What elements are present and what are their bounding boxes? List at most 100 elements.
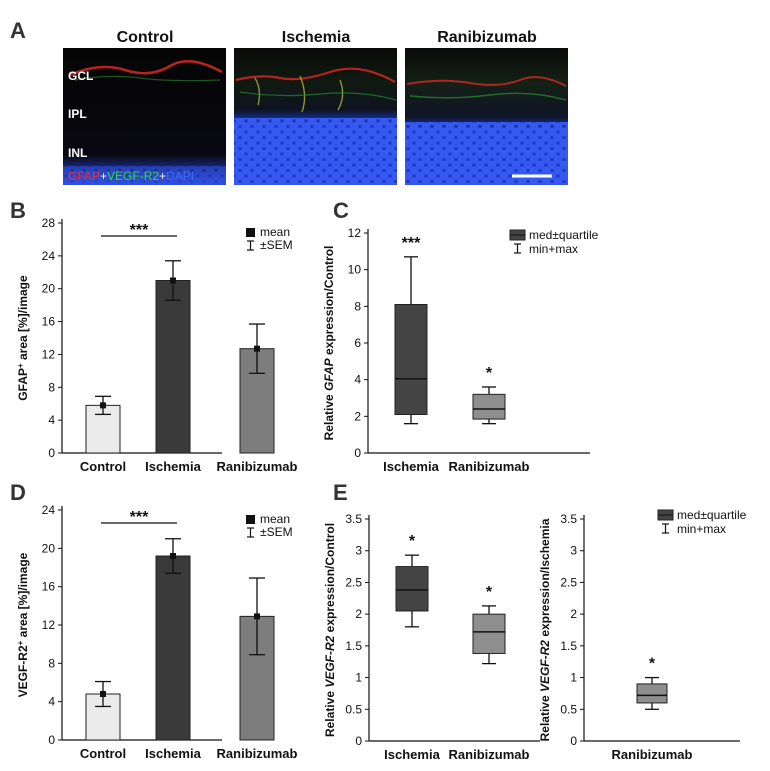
- chart-d-mean-point: [100, 691, 106, 697]
- stain-legend-part: GFAP: [68, 169, 100, 183]
- chart-b-y-tick-label: 8: [48, 380, 55, 394]
- stain-legend-part: DAPI: [166, 169, 194, 183]
- chart-c-y-axis-label: Relative GFAP expression/Control: [322, 246, 336, 441]
- chart-d-significance-label: ***: [130, 509, 149, 526]
- y-axis-label-part: expression/Control: [322, 246, 336, 359]
- chart-e1-y-tick-label: 0.5: [345, 702, 362, 716]
- chart-d-y-tick-label: 4: [48, 695, 55, 709]
- panel-label-c: C: [333, 198, 349, 223]
- stain-legend: GFAP+VEGF-R2+DAPI: [68, 169, 194, 183]
- y-axis-label-part: VEGF-R2: [538, 640, 552, 692]
- chart-b-y-tick-label: 16: [42, 315, 56, 329]
- chart-e1-y-tick-label: 3.5: [345, 512, 362, 526]
- chart-b-legend-sem: ±SEM: [260, 238, 293, 252]
- chart-e2-y-tick-label: 3.5: [560, 512, 577, 526]
- chart-b-significance-label: ***: [130, 222, 149, 239]
- chart-e2-y-tick-label: 2.5: [560, 575, 577, 589]
- chart-d-y-tick-label: 24: [42, 503, 56, 517]
- stain-legend-part: +: [159, 169, 166, 183]
- chart-b-y-tick-label: 20: [42, 282, 56, 296]
- chart-b-y-tick-label: 24: [42, 249, 56, 263]
- chart-d-y-tick-label: 20: [42, 541, 56, 555]
- panel-label-d: D: [10, 480, 26, 505]
- chart-d-y-tick-label: 16: [42, 580, 56, 594]
- chart-e1-y-axis-label: Relative VEGF-R2 expression/Control: [323, 523, 337, 737]
- chart-e1-significance-label: *: [486, 584, 493, 601]
- image-title-control: Control: [117, 29, 174, 46]
- chart-c-gfap-expression: 0 2 4 6 8 10 12 Ischemia Ranibizumab Relative GFA…: [322, 226, 599, 474]
- chart-e1-y-tick-label: 1.5: [345, 639, 362, 653]
- chart-c-significance-label: ***: [402, 235, 421, 252]
- image-title-ranibizumab: Ranibizumab: [437, 29, 537, 46]
- y-axis-label-part: VEGF-R2: [323, 635, 337, 687]
- chart-e2-y-tick-label: 1.5: [560, 639, 577, 653]
- chart-b-y-tick-label: 12: [42, 347, 56, 361]
- micrograph-panel: Control Ischemia Ranibizumab GCL IPL: [63, 29, 568, 185]
- chart-e2-significance-label: *: [649, 656, 656, 673]
- chart-b-gfap-area: 0 4 8 12 16 20 24 28 Control Ischemia Ranibizumab G…: [16, 216, 298, 474]
- chart-b-y-tick-label: 4: [48, 413, 55, 427]
- chart-e2-y-tick-label: 0: [570, 734, 577, 748]
- y-axis-label-part: area [%]/image: [16, 275, 30, 363]
- chart-e1-significance-label: *: [409, 533, 416, 550]
- chart-e2-y-tick-label: 3: [570, 544, 577, 558]
- panel-label-e: E: [333, 480, 348, 505]
- panel-label-a: A: [10, 18, 26, 43]
- y-axis-label-part: Relative: [538, 692, 552, 741]
- chart-e2-y-axis-label: Relative VEGF-R2 expression/Ischemia: [538, 518, 552, 741]
- y-axis-label-part: expression/Control: [323, 523, 337, 636]
- chart-d-x-tick-label: Ischemia: [145, 746, 201, 761]
- chart-e2-box-ranibizumab: [636, 683, 668, 704]
- chart-d-x-tick-label: Control: [80, 746, 126, 761]
- chart-c-x-tick-label: Ranibizumab: [449, 459, 530, 474]
- chart-d-bar-ischemia: [155, 555, 191, 741]
- chart-e2-y-tick-label: 0.5: [560, 702, 577, 716]
- y-axis-label-part: Relative: [322, 391, 336, 440]
- layer-label-ipl: IPL: [68, 107, 87, 121]
- chart-b-mean-point: [100, 402, 106, 409]
- chart-c-legend-minmax: min+max: [529, 242, 578, 256]
- chart-d-x-tick-label: Ranibizumab: [217, 746, 298, 761]
- chart-d-mean-point: [170, 553, 176, 559]
- layer-label-gcl: GCL: [68, 69, 93, 83]
- image-title-ischemia: Ischemia: [282, 29, 351, 46]
- layer-label-inl: INL: [68, 146, 87, 160]
- y-axis-label-part: +: [16, 363, 25, 368]
- stain-legend-part: VEGF-R2: [107, 169, 159, 183]
- chart-b-legend-mean-swatch: [246, 228, 255, 237]
- chart-c-box-ranibizumab: [472, 393, 506, 420]
- chart-e1-y-tick-label: 2.5: [345, 575, 362, 589]
- chart-e1-y-tick-label: 1: [355, 671, 362, 685]
- chart-b-y-axis-label: GFAP+ area [%]/image: [16, 275, 31, 401]
- chart-e1-y-tick-label: 3: [355, 544, 362, 558]
- chart-b-y-tick-label: 0: [48, 446, 55, 460]
- chart-e-vegfr2-expression-ischemia: 0 0.5 1 1.5 2 2.5 3 3.5 Ranibizumab Relative VEGF…: [538, 508, 747, 762]
- chart-e1-box-ranibizumab: [472, 613, 506, 654]
- chart-e2-y-tick-label: 1: [570, 671, 577, 685]
- chart-b-legend-mean: mean: [260, 225, 290, 239]
- chart-c-y-tick-label: 2: [354, 409, 361, 423]
- chart-b-mean-point: [254, 345, 260, 352]
- chart-e2-x-tick-label: Ranibizumab: [612, 747, 693, 762]
- chart-b-y-tick-label: 28: [42, 216, 56, 230]
- chart-c-legend-quartile: med±quartile: [529, 228, 599, 242]
- chart-e1-y-tick-label: 0: [355, 734, 362, 748]
- stain-legend-part: +: [100, 169, 107, 183]
- chart-c-y-tick-label: 8: [354, 299, 361, 313]
- y-axis-label-part: area [%]/image: [16, 552, 30, 640]
- micrograph-control: [63, 48, 226, 185]
- chart-c-y-tick-label: 12: [348, 226, 362, 240]
- chart-e1-x-tick-label: Ranibizumab: [449, 747, 530, 762]
- chart-b-x-tick-label: Control: [80, 459, 126, 474]
- chart-c-y-tick-label: 4: [354, 373, 361, 387]
- chart-c-box-ischemia: [394, 304, 428, 415]
- chart-c-y-tick-label: 6: [354, 336, 361, 350]
- chart-d-mean-point: [254, 613, 260, 620]
- chart-e2-legend-minmax: min+max: [677, 522, 726, 536]
- micrograph-ranibizumab: [405, 48, 568, 185]
- chart-b-x-tick-label: Ranibizumab: [217, 459, 298, 474]
- y-axis-label-part: GFAP: [16, 368, 30, 401]
- panel-label-b: B: [10, 198, 26, 223]
- chart-b-bar-ischemia: [155, 280, 191, 454]
